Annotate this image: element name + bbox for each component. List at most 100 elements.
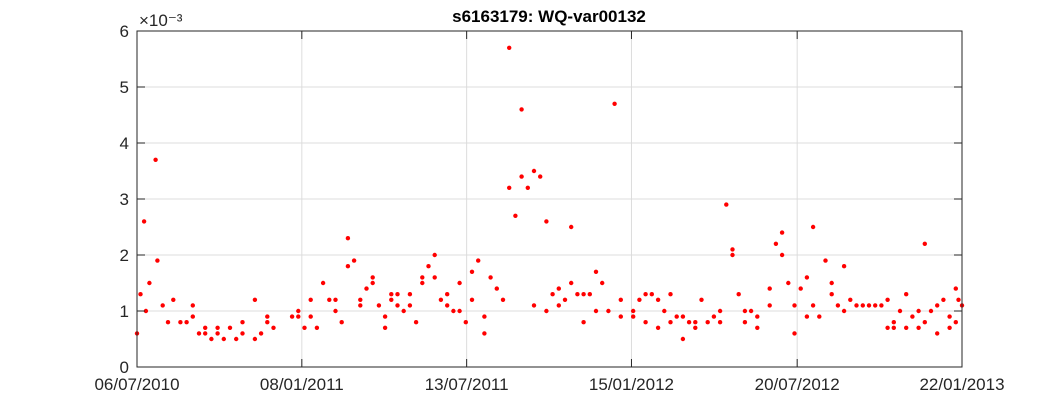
data-point: [370, 275, 375, 280]
data-point: [581, 292, 586, 297]
data-point: [643, 320, 648, 325]
data-point: [426, 264, 431, 269]
data-point: [600, 280, 605, 286]
data-point: [792, 331, 797, 336]
data-point: [252, 336, 258, 342]
data-point: [699, 297, 704, 302]
data-point: [327, 297, 332, 302]
data-point: [482, 331, 487, 336]
data-point: [748, 308, 754, 314]
data-point: [265, 314, 270, 319]
data-point: [345, 236, 351, 241]
data-point: [171, 297, 176, 302]
x-tick-label: 06/07/2010: [94, 375, 179, 394]
data-point: [916, 308, 921, 314]
data-point: [885, 325, 890, 330]
data-point: [668, 292, 673, 297]
data-point: [296, 308, 301, 314]
y-tick-label: 0: [120, 358, 129, 377]
data-point: [351, 258, 357, 263]
data-point: [215, 331, 220, 336]
data-point: [395, 292, 400, 297]
data-point: [389, 292, 394, 297]
data-point: [668, 320, 673, 325]
chart-title: s6163179: WQ-var00132: [452, 7, 646, 26]
data-point: [432, 252, 437, 258]
data-point: [941, 297, 946, 302]
data-point: [717, 308, 723, 314]
data-point: [693, 320, 698, 325]
data-point: [953, 286, 958, 291]
data-point: [395, 303, 400, 308]
data-point: [234, 336, 239, 342]
data-point: [922, 320, 927, 325]
data-point: [339, 320, 344, 325]
data-point: [662, 308, 667, 314]
data-point: [569, 280, 574, 286]
data-point: [451, 308, 456, 314]
data-point: [160, 303, 165, 308]
data-point: [240, 331, 245, 336]
data-point: [500, 297, 506, 302]
data-point: [904, 292, 909, 297]
data-point: [401, 308, 406, 314]
y-tick-label: 6: [120, 22, 129, 41]
data-point: [779, 252, 785, 258]
x-tick-label: 15/01/2012: [589, 375, 674, 394]
y-tick-labels: 0 1 2 3 4 5 6: [120, 22, 129, 377]
data-point: [482, 314, 487, 319]
data-point: [476, 258, 481, 263]
data-point: [221, 336, 226, 342]
y-tick-label: 3: [120, 190, 129, 209]
data-point: [203, 331, 208, 336]
data-point: [928, 308, 934, 314]
data-point: [190, 314, 195, 319]
data-point: [631, 314, 636, 319]
data-point: [804, 275, 810, 280]
data-point: [513, 213, 518, 218]
data-point: [606, 308, 611, 314]
data-point: [147, 280, 152, 286]
data-point: [581, 320, 586, 325]
data-point: [420, 275, 425, 280]
data-point: [935, 303, 940, 308]
data-point: [854, 303, 859, 308]
data-point: [562, 297, 568, 302]
data-point: [755, 314, 760, 319]
data-point: [612, 101, 617, 107]
data-point: [810, 224, 816, 230]
data-point: [693, 325, 698, 330]
data-point: [333, 308, 338, 314]
data-point: [469, 269, 475, 274]
data-point: [823, 258, 828, 263]
data-point: [320, 280, 326, 286]
data-point: [686, 320, 692, 325]
data-point: [445, 303, 450, 308]
data-point: [507, 185, 512, 190]
data-point: [575, 292, 580, 297]
data-point: [358, 303, 363, 308]
data-point: [680, 314, 686, 319]
data-point: [897, 308, 903, 314]
data-point: [178, 320, 183, 325]
y-tick-label: 2: [120, 246, 129, 265]
data-point: [637, 297, 642, 302]
data-point: [618, 297, 623, 302]
data-point: [314, 325, 320, 330]
data-point: [308, 297, 313, 302]
data-point: [196, 331, 202, 336]
x-tick-labels: 06/07/2010 08/01/2011 13/07/2011 15/01/2012…: [94, 375, 1004, 394]
y-exponent-label: ×10⁻³: [139, 11, 183, 30]
data-point: [556, 286, 561, 291]
data-point: [370, 280, 375, 286]
data-point: [916, 325, 921, 330]
data-point: [935, 331, 940, 336]
data-point: [767, 286, 772, 291]
data-point: [810, 303, 816, 308]
data-point: [841, 264, 847, 269]
x-tick-label: 22/01/2013: [919, 375, 1004, 394]
data-point: [407, 292, 413, 297]
data-point: [138, 292, 143, 297]
data-point: [153, 157, 158, 162]
data-point: [445, 292, 450, 297]
